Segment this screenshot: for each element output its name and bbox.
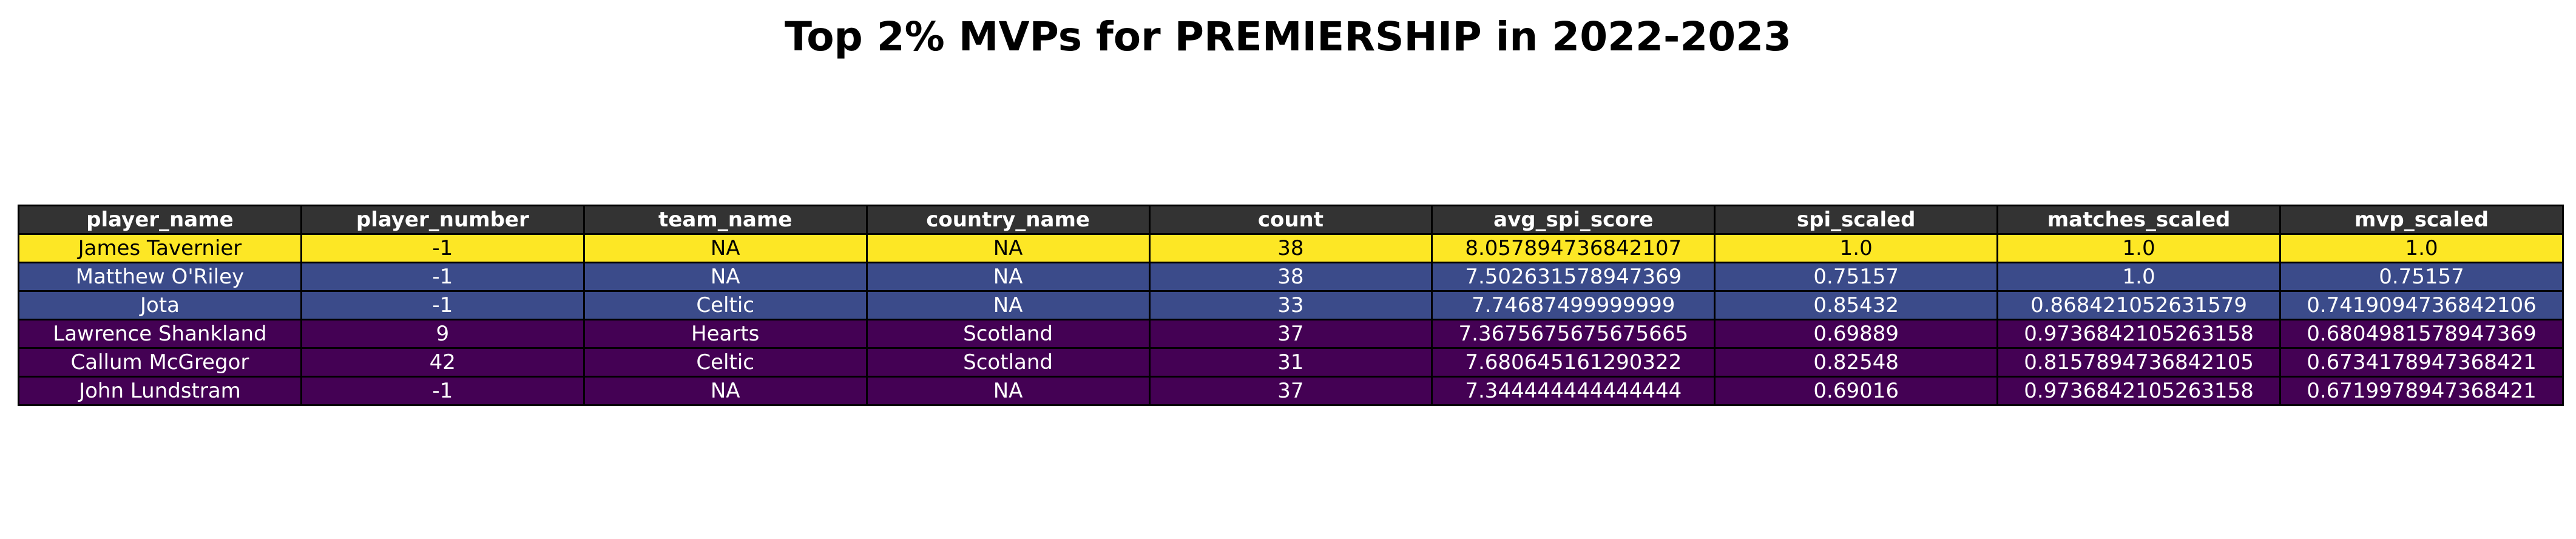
table-cell-spi-scaled: 0.69889 bbox=[1714, 319, 1999, 349]
column-header-count: count bbox=[1148, 205, 1433, 235]
table-cell-team-name: NA bbox=[583, 376, 868, 406]
column-header-matches-scaled: matches_scaled bbox=[1996, 205, 2281, 235]
table-cell-matches-scaled: 0.9736842105263158 bbox=[1996, 376, 2281, 406]
table-cell-matches-scaled: 0.8157894736842105 bbox=[1996, 347, 2281, 378]
table-cell-country-name: NA bbox=[865, 233, 1151, 263]
table-cell-player-name: Callum McGregor bbox=[18, 347, 302, 378]
table-row: John Lundstram -1 NA NA 37 7.344444444444444 0… bbox=[18, 376, 2564, 406]
table-cell-mvp-scaled: 1.0 bbox=[2279, 233, 2564, 263]
table-cell-spi-scaled: 1.0 bbox=[1714, 233, 1999, 263]
column-header-team-name: team_name bbox=[583, 205, 868, 235]
table-cell-spi-scaled: 0.75157 bbox=[1714, 262, 1999, 292]
table-cell-player-number: -1 bbox=[300, 376, 585, 406]
table-cell-player-number: 42 bbox=[300, 347, 585, 378]
table-cell-team-name: NA bbox=[583, 233, 868, 263]
table-cell-mvp-scaled: 0.7419094736842106 bbox=[2279, 290, 2564, 320]
table-row: Matthew O'Riley -1 NA NA 38 7.502631578947369… bbox=[18, 262, 2564, 292]
table-row: Callum McGregor 42 Celtic Scotland 31 7.68064… bbox=[18, 347, 2564, 378]
table-cell-player-name: James Tavernier bbox=[18, 233, 302, 263]
column-header-player-number: player_number bbox=[300, 205, 585, 235]
column-header-mvp-scaled: mvp_scaled bbox=[2279, 205, 2564, 235]
column-header-player-name: player_name bbox=[18, 205, 302, 235]
table-cell-player-number: -1 bbox=[300, 290, 585, 320]
column-header-spi-scaled: spi_scaled bbox=[1714, 205, 1999, 235]
table-cell-matches-scaled: 0.9736842105263158 bbox=[1996, 319, 2281, 349]
table-cell-mvp-scaled: 0.6719978947368421 bbox=[2279, 376, 2564, 406]
table-cell-count: 37 bbox=[1148, 376, 1433, 406]
table-cell-country-name: NA bbox=[865, 262, 1151, 292]
table-cell-country-name: NA bbox=[865, 376, 1151, 406]
table-cell-team-name: Hearts bbox=[583, 319, 868, 349]
table-cell-avg-spi-score: 8.057894736842107 bbox=[1431, 233, 1716, 263]
table-cell-avg-spi-score: 7.502631578947369 bbox=[1431, 262, 1716, 292]
mvp-table: player_name player_number team_name country… bbox=[18, 205, 2564, 406]
table-cell-player-name: Jota bbox=[18, 290, 302, 320]
table-cell-country-name: Scotland bbox=[865, 319, 1151, 349]
table-cell-avg-spi-score: 7.74687499999999 bbox=[1431, 290, 1716, 320]
table-header: player_name player_number team_name country… bbox=[18, 205, 2564, 235]
chart-title: Top 2% MVPs for PREMIERSHIP in 2022-2023 bbox=[784, 13, 1792, 60]
table-cell-mvp-scaled: 0.75157 bbox=[2279, 262, 2564, 292]
table-row: James Tavernier -1 NA NA 38 8.057894736842107… bbox=[18, 233, 2564, 263]
table-cell-count: 38 bbox=[1148, 233, 1433, 263]
table-cell-player-name: Lawrence Shankland bbox=[18, 319, 302, 349]
table-row: Jota -1 Celtic NA 33 7.74687499999999 0.85432 0… bbox=[18, 290, 2564, 320]
table-cell-player-name: Matthew O'Riley bbox=[18, 262, 302, 292]
table-cell-count: 31 bbox=[1148, 347, 1433, 378]
header-row: player_name player_number team_name country… bbox=[18, 205, 2564, 235]
table-cell-count: 37 bbox=[1148, 319, 1433, 349]
column-header-avg-spi-score: avg_spi_score bbox=[1431, 205, 1716, 235]
table-cell-player-name: John Lundstram bbox=[18, 376, 302, 406]
table-cell-team-name: Celtic bbox=[583, 290, 868, 320]
table-cell-player-number: -1 bbox=[300, 233, 585, 263]
table-cell-spi-scaled: 0.85432 bbox=[1714, 290, 1999, 320]
table-cell-count: 38 bbox=[1148, 262, 1433, 292]
table-cell-matches-scaled: 1.0 bbox=[1996, 262, 2281, 292]
table-body: James Tavernier -1 NA NA 38 8.057894736842107… bbox=[18, 233, 2564, 406]
table-cell-matches-scaled: 0.868421052631579 bbox=[1996, 290, 2281, 320]
table-cell-avg-spi-score: 7.3675675675675665 bbox=[1431, 319, 1716, 349]
table-row: Lawrence Shankland 9 Hearts Scotland 37 7.367… bbox=[18, 319, 2564, 349]
table-cell-avg-spi-score: 7.344444444444444 bbox=[1431, 376, 1716, 406]
table-cell-mvp-scaled: 0.6804981578947369 bbox=[2279, 319, 2564, 349]
table-cell-avg-spi-score: 7.680645161290322 bbox=[1431, 347, 1716, 378]
table-cell-player-number: 9 bbox=[300, 319, 585, 349]
table-cell-team-name: Celtic bbox=[583, 347, 868, 378]
table-cell-mvp-scaled: 0.6734178947368421 bbox=[2279, 347, 2564, 378]
table-cell-matches-scaled: 1.0 bbox=[1996, 233, 2281, 263]
mvp-table-container: player_name player_number team_name country… bbox=[18, 205, 2564, 406]
table-cell-count: 33 bbox=[1148, 290, 1433, 320]
table-cell-spi-scaled: 0.82548 bbox=[1714, 347, 1999, 378]
column-header-country-name: country_name bbox=[865, 205, 1151, 235]
table-cell-player-number: -1 bbox=[300, 262, 585, 292]
table-cell-spi-scaled: 0.69016 bbox=[1714, 376, 1999, 406]
table-cell-country-name: NA bbox=[865, 290, 1151, 320]
table-cell-country-name: Scotland bbox=[865, 347, 1151, 378]
table-cell-team-name: NA bbox=[583, 262, 868, 292]
